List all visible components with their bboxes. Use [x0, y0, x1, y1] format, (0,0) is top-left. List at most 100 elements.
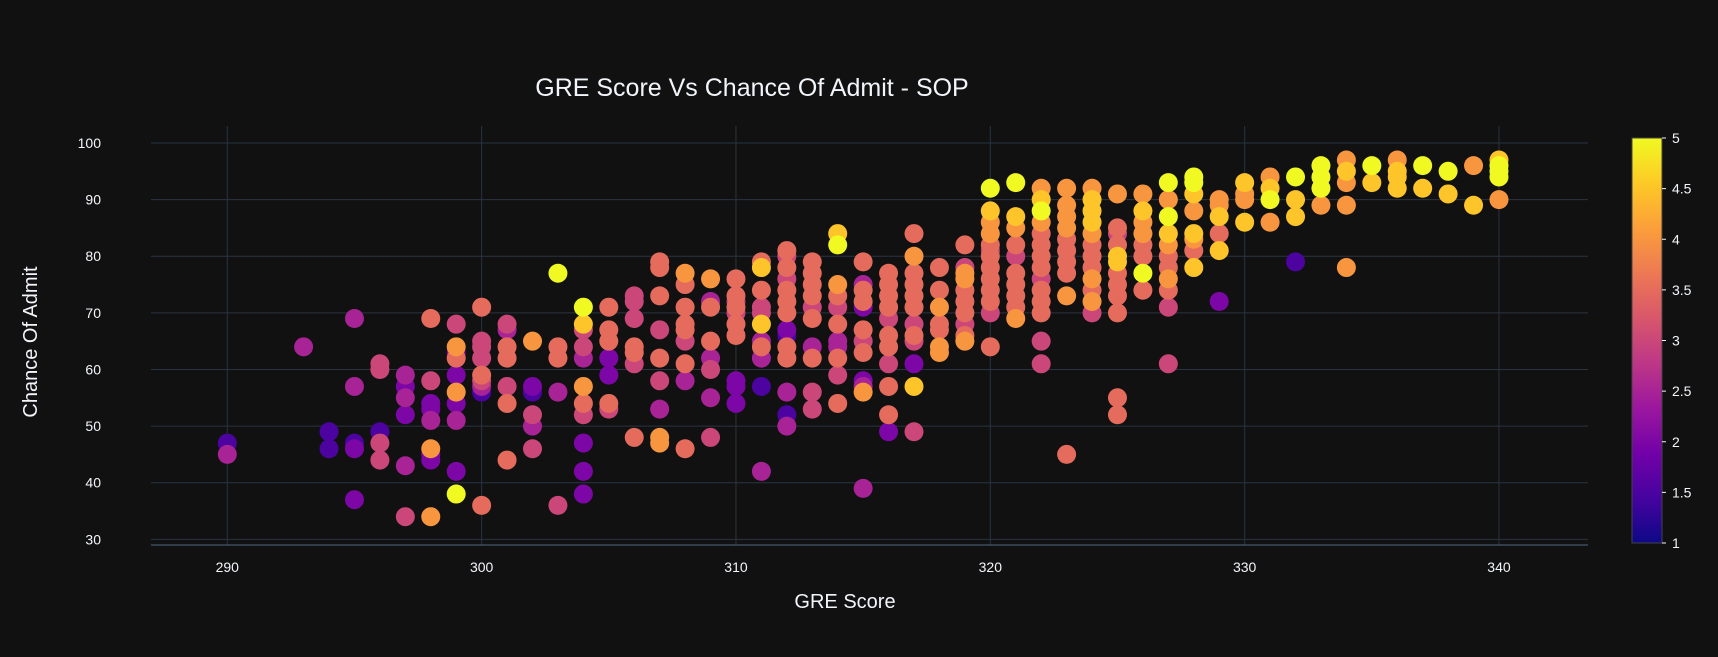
x-axis-title: GRE Score — [794, 591, 895, 613]
data-point — [904, 326, 924, 345]
data-point — [929, 297, 949, 317]
colorbar-tick-label: 4.5 — [1672, 181, 1692, 197]
y-tick-label: 50 — [85, 418, 101, 434]
data-point — [675, 297, 695, 317]
chart-title: GRE Score Vs Chance Of Admit - SOP — [535, 74, 968, 102]
data-point — [777, 382, 797, 402]
data-point — [395, 365, 415, 385]
y-tick-label: 60 — [85, 361, 101, 377]
data-point — [421, 507, 441, 527]
data-point — [980, 292, 1000, 312]
data-point — [1133, 201, 1153, 221]
data-point — [1031, 303, 1051, 323]
data-point — [497, 314, 517, 334]
data-point — [599, 331, 619, 351]
data-point — [675, 263, 695, 283]
data-point — [853, 252, 873, 272]
data-point — [446, 382, 466, 402]
data-point — [1387, 178, 1407, 198]
colorbar-tick-label: 2 — [1672, 434, 1680, 450]
data-point — [675, 354, 695, 374]
data-point — [1133, 184, 1153, 204]
data-point — [344, 376, 364, 396]
data-point — [599, 297, 619, 317]
data-point — [370, 450, 390, 470]
data-point — [1438, 184, 1458, 204]
data-point — [1133, 246, 1153, 266]
data-point — [929, 258, 949, 278]
data-point — [1006, 207, 1026, 227]
data-point — [446, 314, 466, 334]
data-point — [751, 280, 771, 300]
data-point — [879, 337, 899, 357]
data-point — [370, 359, 390, 379]
data-point — [344, 490, 364, 510]
data-point — [472, 331, 492, 351]
data-point — [421, 410, 441, 430]
data-point — [217, 444, 237, 464]
data-point — [1031, 258, 1051, 278]
data-point — [1006, 235, 1026, 255]
y-tick-label: 30 — [85, 531, 101, 547]
data-point — [1336, 195, 1356, 215]
data-point — [650, 320, 670, 340]
data-point — [929, 342, 949, 362]
data-point — [879, 376, 899, 396]
data-point — [624, 309, 644, 329]
data-point — [523, 439, 543, 459]
data-point — [1438, 161, 1458, 181]
data-point — [1133, 280, 1153, 300]
data-point — [1158, 354, 1178, 374]
data-point — [777, 258, 797, 278]
colorbar-tick-label: 1 — [1672, 535, 1680, 551]
data-point — [1006, 309, 1026, 329]
y-axis-title: Chance Of Admit — [20, 266, 42, 418]
data-point — [853, 342, 873, 362]
data-point — [344, 309, 364, 329]
axes: 290 300 310 320 330 340 30 40 50 60 70 80 90 100 — [78, 135, 1588, 575]
data-point — [879, 297, 899, 317]
data-point — [1464, 195, 1484, 215]
data-point — [497, 450, 517, 470]
data-point — [1184, 173, 1204, 193]
data-point — [1158, 173, 1178, 193]
data-point — [650, 286, 670, 306]
x-tick-label: 290 — [216, 559, 240, 575]
x-tick-label: 300 — [470, 559, 494, 575]
data-point — [828, 365, 848, 385]
data-point — [904, 354, 924, 374]
data-point — [1235, 173, 1255, 193]
data-point — [1133, 263, 1153, 283]
data-points — [217, 150, 1509, 527]
x-tick-label: 320 — [979, 559, 1003, 575]
data-point — [421, 371, 441, 391]
data-point — [319, 439, 339, 459]
data-point — [472, 297, 492, 317]
colorbar-tick-label: 3 — [1672, 333, 1680, 349]
data-point — [1057, 178, 1077, 198]
data-point — [1464, 156, 1484, 176]
data-point — [1057, 444, 1077, 464]
data-point — [1311, 195, 1331, 215]
data-point — [650, 348, 670, 368]
data-point — [904, 376, 924, 396]
data-point — [828, 348, 848, 368]
data-point — [904, 224, 924, 244]
data-point — [1082, 292, 1102, 312]
y-tick-label: 70 — [85, 305, 101, 321]
data-point — [980, 337, 1000, 357]
data-point — [701, 388, 721, 408]
data-point — [523, 376, 543, 396]
data-point — [1209, 207, 1229, 227]
data-point — [395, 456, 415, 476]
data-point — [1184, 201, 1204, 221]
colorbar-tick-label: 5 — [1672, 130, 1680, 146]
data-point — [675, 439, 695, 459]
data-point — [777, 303, 797, 323]
data-point — [828, 275, 848, 295]
data-point — [1209, 292, 1229, 312]
data-point — [1158, 224, 1178, 244]
data-point — [650, 433, 670, 453]
data-point — [573, 433, 593, 453]
